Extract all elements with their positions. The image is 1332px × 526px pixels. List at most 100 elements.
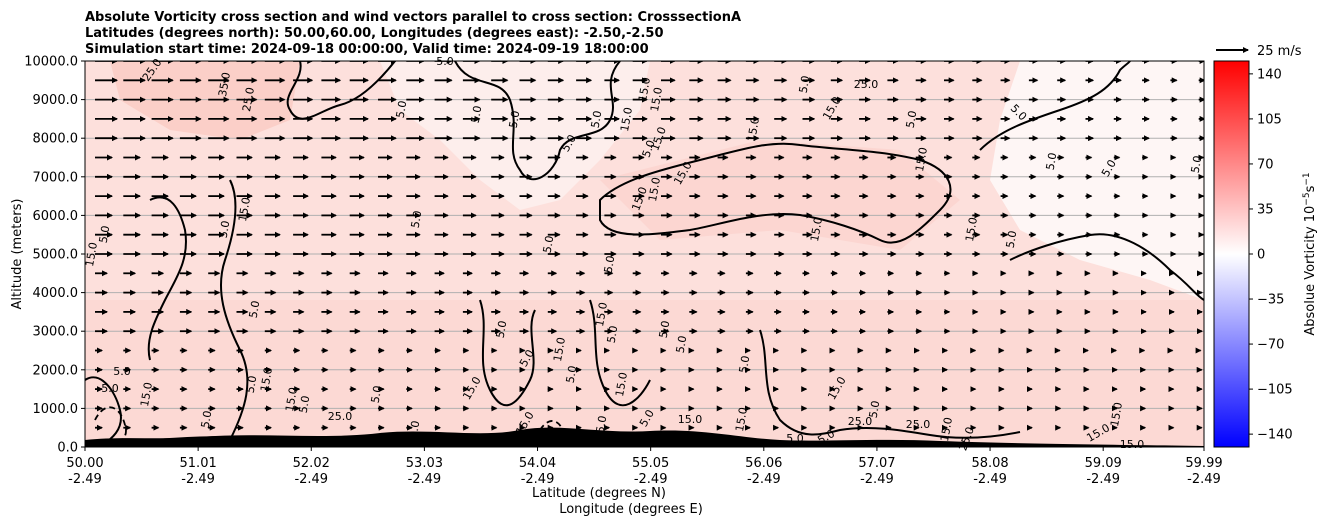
x-tick-label-lon: -2.49 [860,472,894,487]
colorbar-tick-label: 0 [1257,248,1265,263]
contour-label: 25.0 [328,410,353,423]
contour-label: 15.0 [1120,438,1145,451]
contour-label: 5.0 [602,255,618,274]
y-tick-label: 8000.0 [33,132,79,147]
x-tick-label-lat: 50.00 [66,456,103,471]
contour-line [219,179,249,441]
y-tick-label: 10000.0 [24,55,78,70]
field-patch-low [85,300,1204,447]
contour-label: 5.0 [244,375,260,394]
y-tick-label: 1000.0 [33,402,79,417]
contour-label: 25.0 [854,78,879,91]
contour-label: 15.0 [593,301,610,327]
contour-label: 25.0 [906,418,931,431]
x-tick-label-lat: 58.08 [971,456,1008,471]
x-tick-label-lat: 54.04 [519,456,556,471]
contour-label: 15.0 [678,413,703,426]
x-tick-label-lon: -2.49 [1187,472,1221,487]
y-tick-label: 3000.0 [33,325,79,340]
contour-label: 5.0 [867,400,883,419]
contour-label: 15.0 [551,336,568,362]
contour-line [454,61,621,181]
colorbar-gradient [1213,60,1250,448]
contour-label: 15.0 [646,176,663,202]
contour-line [479,299,536,407]
contour-label: 5.0 [589,110,605,129]
x-tick-label-lon: -2.49 [408,472,442,487]
contour-label: 5.0 [494,320,510,339]
x-tick-label-lat: 52.02 [293,456,330,471]
x-tick-label-lat: 55.05 [632,456,669,471]
contour-label: 5.0 [564,365,580,384]
contour-label: 5.0 [407,420,423,439]
x-tick-label-lon: -2.49 [181,472,215,487]
contour-line [1009,233,1204,301]
x-tick-label-lon: -2.49 [1086,472,1120,487]
wind-vectors [95,61,1204,431]
contour-label: 5.0 [113,365,131,378]
x-axis-label-latitude: Latitude (degrees N) [532,486,666,501]
colorbar-tick-label: 140 [1257,67,1282,82]
contour-label: 5.0 [1044,152,1060,171]
quiver-key-label: 25 m/s [1257,44,1302,59]
x-tick-label-lat: 57.07 [858,456,895,471]
contour-label: 5.0 [674,335,690,354]
contour-label: 5.0 [199,410,215,429]
quiver-key: 25 m/s [1216,44,1302,59]
chart-title-line-3: Simulation start time: 2024-09-18 00:00:… [85,42,649,57]
contour-label: 25.0 [848,415,873,428]
contour-label: 5.0 [904,110,920,129]
contour-line [147,196,187,361]
x-tick-label-lon: -2.49 [634,472,668,487]
contour-line [599,142,952,244]
y-tick-label: 9000.0 [33,93,79,108]
x-tick-label-lon: -2.49 [747,472,781,487]
y-tick-label: 6000.0 [33,209,79,224]
colorbar-ticks: 140 105 70 35 0 −35 −70 −105 −140 [1249,67,1293,443]
colorbar-tick-label: −70 [1257,338,1284,353]
colorbar-tick-label: −140 [1257,428,1293,443]
contour-label: 5.0 [541,235,557,254]
contour-label: 5.0 [247,300,263,319]
y-axis-ticks: 0.0 1000.0 2000.0 3000.0 4000.0 5000.0 6000.0 7… [24,55,85,456]
contour-label: 15.0 [83,241,100,267]
field-patch-right-light [990,61,1204,300]
colorbar-tick-label: 35 [1257,202,1274,217]
y-tick-label: 0.0 [57,441,78,456]
contour-label: 5.0 [786,432,804,445]
contour-label: 5.0 [394,100,410,119]
contour-label: 15.0 [138,381,155,407]
contour-label: 5.0 [297,395,313,414]
chart-title-line-1: Absolute Vorticity cross section and win… [85,10,741,25]
x-tick-label-lat: 59.99 [1185,456,1222,471]
contour-label: 15.0 [648,86,665,112]
contour-label: 5.0 [640,138,658,159]
contour-label: 15.0 [613,371,630,397]
y-axis-label: Altitude (meters) [10,199,25,310]
x-tick-label-lat: 56.06 [745,456,782,471]
x-axis-ticks: 50.00-2.4951.01-2.4952.02-2.4953.03-2.49… [66,447,1223,487]
x-tick-label-lon: -2.49 [521,472,555,487]
y-tick-label: 7000.0 [33,170,79,185]
x-axis-label-longitude: Longitude (degrees E) [559,502,703,517]
contour-label: 15.0 [618,106,635,132]
x-tick-label-lon: -2.49 [973,472,1007,487]
colorbar-tick-label: −35 [1257,293,1284,308]
contour-label: 5.0 [101,382,119,395]
colorbar: 140 105 70 35 0 −35 −70 −105 −140 Absolue Vortic… [1213,60,1318,448]
colorbar-tick-label: 70 [1257,157,1274,172]
colorbar-label: Absolue Vorticity 10−5s−1 [1302,172,1318,335]
x-tick-label-lon: -2.49 [68,472,102,487]
colorbar-tick-label: −105 [1257,383,1293,398]
x-tick-label-lat: 53.03 [406,456,443,471]
contour-line [759,329,1021,439]
y-tick-label: 2000.0 [33,363,79,378]
contour-label: 5.0 [507,110,523,129]
y-tick-label: 4000.0 [33,286,79,301]
x-tick-label-lon: -2.49 [294,472,328,487]
y-tick-label: 5000.0 [33,248,79,263]
terrain [85,427,1204,447]
colorbar-tick-label: 105 [1257,112,1282,127]
chart-title-line-2: Latitudes (degrees north): 50.00,60.00, … [85,26,664,41]
